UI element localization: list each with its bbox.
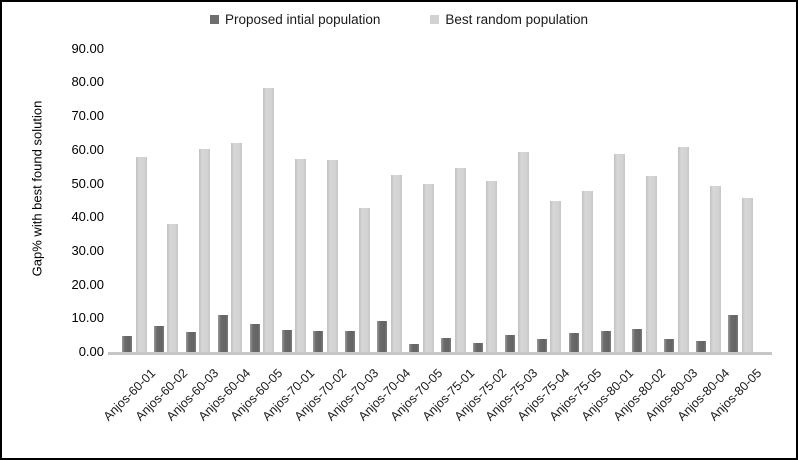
y-axis-tick-label: 50.00 <box>71 175 104 191</box>
y-axis-tick-label: 0.00 <box>78 344 104 359</box>
bar-proposed-population <box>696 341 706 352</box>
bar-random-population <box>614 154 625 352</box>
bar-proposed-population <box>186 332 196 352</box>
y-axis-tick-label: 80.00 <box>71 74 104 90</box>
legend-label-proposed: Proposed intial population <box>225 12 381 27</box>
bar-proposed-population <box>218 315 228 352</box>
y-axis-tick-label: 90.00 <box>71 40 104 56</box>
bar-random-population <box>295 159 306 352</box>
bar-random-population <box>263 88 274 352</box>
bar-proposed-population <box>728 315 738 352</box>
bar-proposed-population <box>345 331 355 352</box>
bar-random-population <box>646 176 657 352</box>
y-axis-tick-label: 30.00 <box>71 242 104 258</box>
legend-swatch-proposed-icon <box>210 15 220 24</box>
y-axis-tick-label: 40.00 <box>71 209 104 225</box>
bar-random-population <box>391 175 402 352</box>
bar-random-population <box>518 152 529 352</box>
bar-random-population <box>582 191 593 352</box>
bar-proposed-population <box>473 343 483 352</box>
y-axis-tick-label: 70.00 <box>71 108 104 124</box>
x-axis-line <box>108 352 772 355</box>
bar-proposed-population <box>122 336 132 352</box>
bar-random-population <box>455 168 466 352</box>
bar-random-population <box>423 184 434 352</box>
y-axis-tick-label: 10.00 <box>71 310 104 326</box>
bar-proposed-population <box>569 333 579 352</box>
legend-label-random: Best random population <box>445 12 588 27</box>
bar-proposed-population <box>154 326 164 352</box>
bar-proposed-population <box>377 321 387 352</box>
legend-swatch-random-icon <box>430 15 440 24</box>
bar-random-population <box>199 149 210 352</box>
bar-proposed-population <box>409 344 419 352</box>
bar-random-population <box>678 147 689 352</box>
bar-proposed-population <box>664 339 674 352</box>
bar-random-population <box>231 143 242 352</box>
bar-proposed-population <box>313 331 323 352</box>
bar-proposed-population <box>537 339 547 352</box>
bar-random-population <box>550 201 561 352</box>
bar-proposed-population <box>601 331 611 352</box>
bar-proposed-population <box>505 335 515 352</box>
legend: Proposed intial population Best random p… <box>2 12 796 27</box>
bar-random-population <box>359 208 370 352</box>
bar-random-population <box>742 198 753 352</box>
y-axis-tick-label: 20.00 <box>71 276 104 292</box>
bar-proposed-population <box>632 329 642 352</box>
bar-proposed-population <box>250 324 260 352</box>
y-axis-tick-label: 60.00 <box>71 141 104 157</box>
bar-proposed-population <box>441 338 451 352</box>
bar-random-population <box>486 181 497 352</box>
legend-item-random: Best random population <box>430 12 588 27</box>
bar-random-population <box>167 224 178 352</box>
legend-item-proposed: Proposed intial population <box>210 12 380 27</box>
bar-proposed-population <box>282 330 292 352</box>
bar-random-population <box>710 186 721 352</box>
bar-random-population <box>136 157 147 352</box>
bar-random-population <box>327 160 338 352</box>
